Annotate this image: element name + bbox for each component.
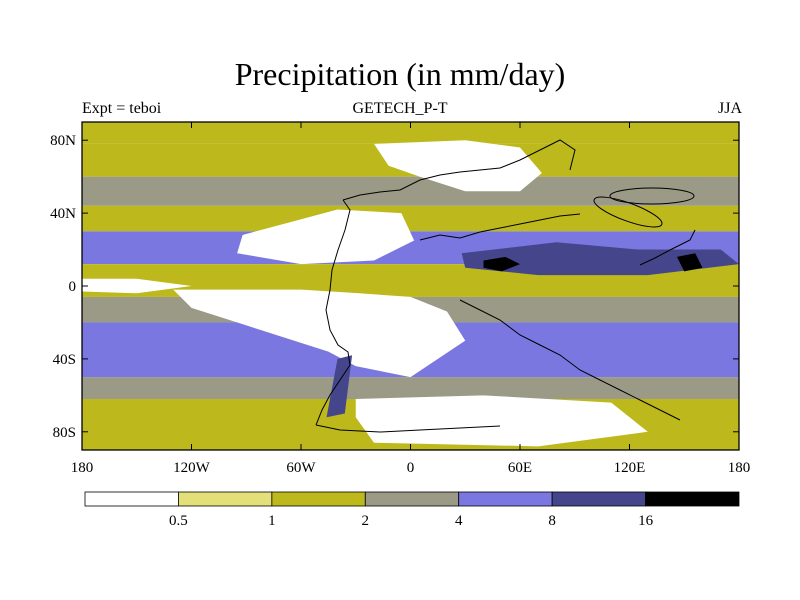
map-fill-layer	[82, 122, 739, 450]
x-tick-label-0: 180	[71, 460, 94, 476]
region-wet-blob-1	[483, 256, 520, 272]
colorbar-swatch-1	[178, 491, 273, 507]
coastline-tethys	[419, 213, 581, 241]
x-tick-label-5: 120E	[614, 460, 646, 476]
island-arc	[639, 229, 696, 266]
precip-band-2	[82, 176, 739, 206]
colorbar-swatch-5	[551, 491, 646, 507]
experiment-label: Expt = teboi	[82, 100, 162, 117]
colorbar-label-3: 4	[455, 513, 463, 529]
island-east-2	[593, 196, 663, 228]
coastline-pangea-east	[459, 299, 681, 421]
x-tick-label-1: 120W	[173, 460, 211, 476]
precip-band-0	[82, 122, 739, 144]
colorbar-label-2: 2	[362, 513, 370, 529]
coastlines	[315, 139, 696, 433]
x-tick-label-6: 180	[728, 460, 751, 476]
coastline-pangea-west	[315, 199, 351, 426]
colorbar: 0.5 1 2 4 8 16	[84, 491, 740, 529]
region-dry-north-pangea	[237, 209, 415, 265]
x-tick-label-3: 0	[407, 460, 415, 476]
colorbar-label-5: 16	[638, 513, 654, 529]
precip-band-3	[82, 205, 739, 232]
axes: 180 120W 60W 0 60E 120E 180 80N 40N 0 40S 80S	[50, 122, 750, 476]
y-tick-label-3: 40S	[53, 352, 76, 368]
colorbar-label-1: 1	[268, 513, 276, 529]
dataset-label: GETECH_P-T	[352, 100, 448, 117]
x-tick-label-2: 60W	[286, 460, 316, 476]
y-tick-label-0: 80N	[50, 133, 76, 149]
chart-title: Precipitation (in mm/day)	[234, 56, 566, 92]
precip-band-8	[82, 377, 739, 399]
colorbar-swatch-4	[458, 491, 553, 507]
colorbar-swatch-3	[364, 491, 460, 507]
region-dry-equator-strip	[82, 278, 192, 294]
region-dry-tethys-north	[374, 140, 542, 192]
region-dry-south-polar	[355, 395, 648, 447]
coastline-south	[315, 424, 501, 433]
region-wet-blob-2	[676, 253, 703, 272]
colorbar-swatch-6	[645, 491, 740, 507]
colorbar-swatch-2	[271, 491, 366, 507]
y-tick-label-4: 80S	[53, 425, 76, 441]
colorbar-label-0: 0.5	[169, 513, 188, 529]
y-tick-label-2: 0	[69, 279, 77, 295]
y-tick-label-1: 40N	[50, 206, 76, 222]
island-east-1	[609, 187, 695, 205]
colorbar-swatch-0	[84, 491, 179, 507]
colorbar-label-4: 8	[548, 513, 556, 529]
x-tick-label-4: 60E	[508, 460, 532, 476]
region-dry-south-pangea	[173, 289, 466, 378]
season-label: JJA	[717, 100, 742, 117]
coastline-pangea-north	[342, 139, 576, 201]
